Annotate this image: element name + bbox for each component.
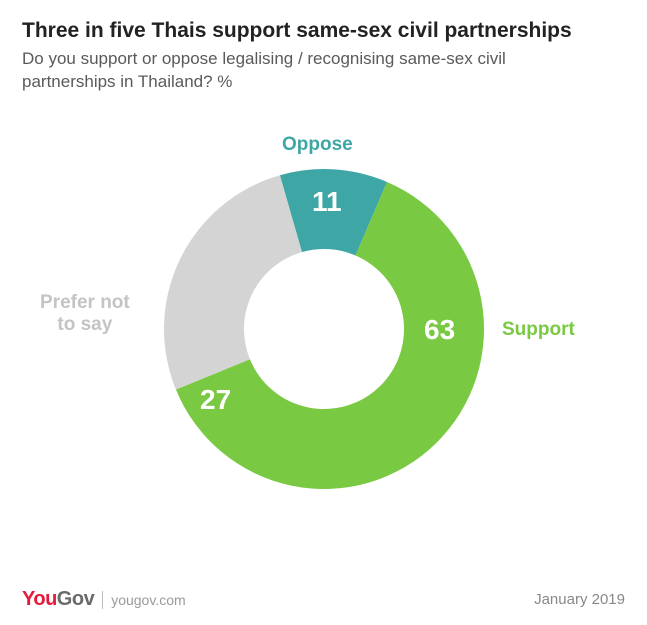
- value-prefer: 27: [200, 384, 231, 416]
- chart-title: Three in five Thais support same-sex civ…: [22, 18, 625, 44]
- footer: YouGov yougov.com January 2019: [22, 588, 625, 611]
- brand-url: yougov.com: [111, 592, 185, 608]
- label-support: Support: [502, 319, 575, 341]
- donut-chart: Oppose Support Prefer not to say 11 63 2…: [22, 114, 625, 544]
- brand-divider: [102, 591, 103, 609]
- label-prefer: Prefer not to say: [40, 292, 130, 336]
- footer-date: January 2019: [534, 591, 625, 608]
- brand-you: You: [22, 588, 57, 610]
- value-support: 63: [424, 314, 455, 346]
- chart-subtitle: Do you support or oppose legalising / re…: [22, 48, 582, 94]
- slice-prefer: [164, 175, 302, 389]
- value-oppose: 11: [312, 186, 342, 218]
- label-oppose: Oppose: [282, 134, 353, 156]
- brand-logo: YouGov: [22, 588, 94, 611]
- brand-gov: Gov: [57, 588, 94, 610]
- brand: YouGov yougov.com: [22, 588, 186, 611]
